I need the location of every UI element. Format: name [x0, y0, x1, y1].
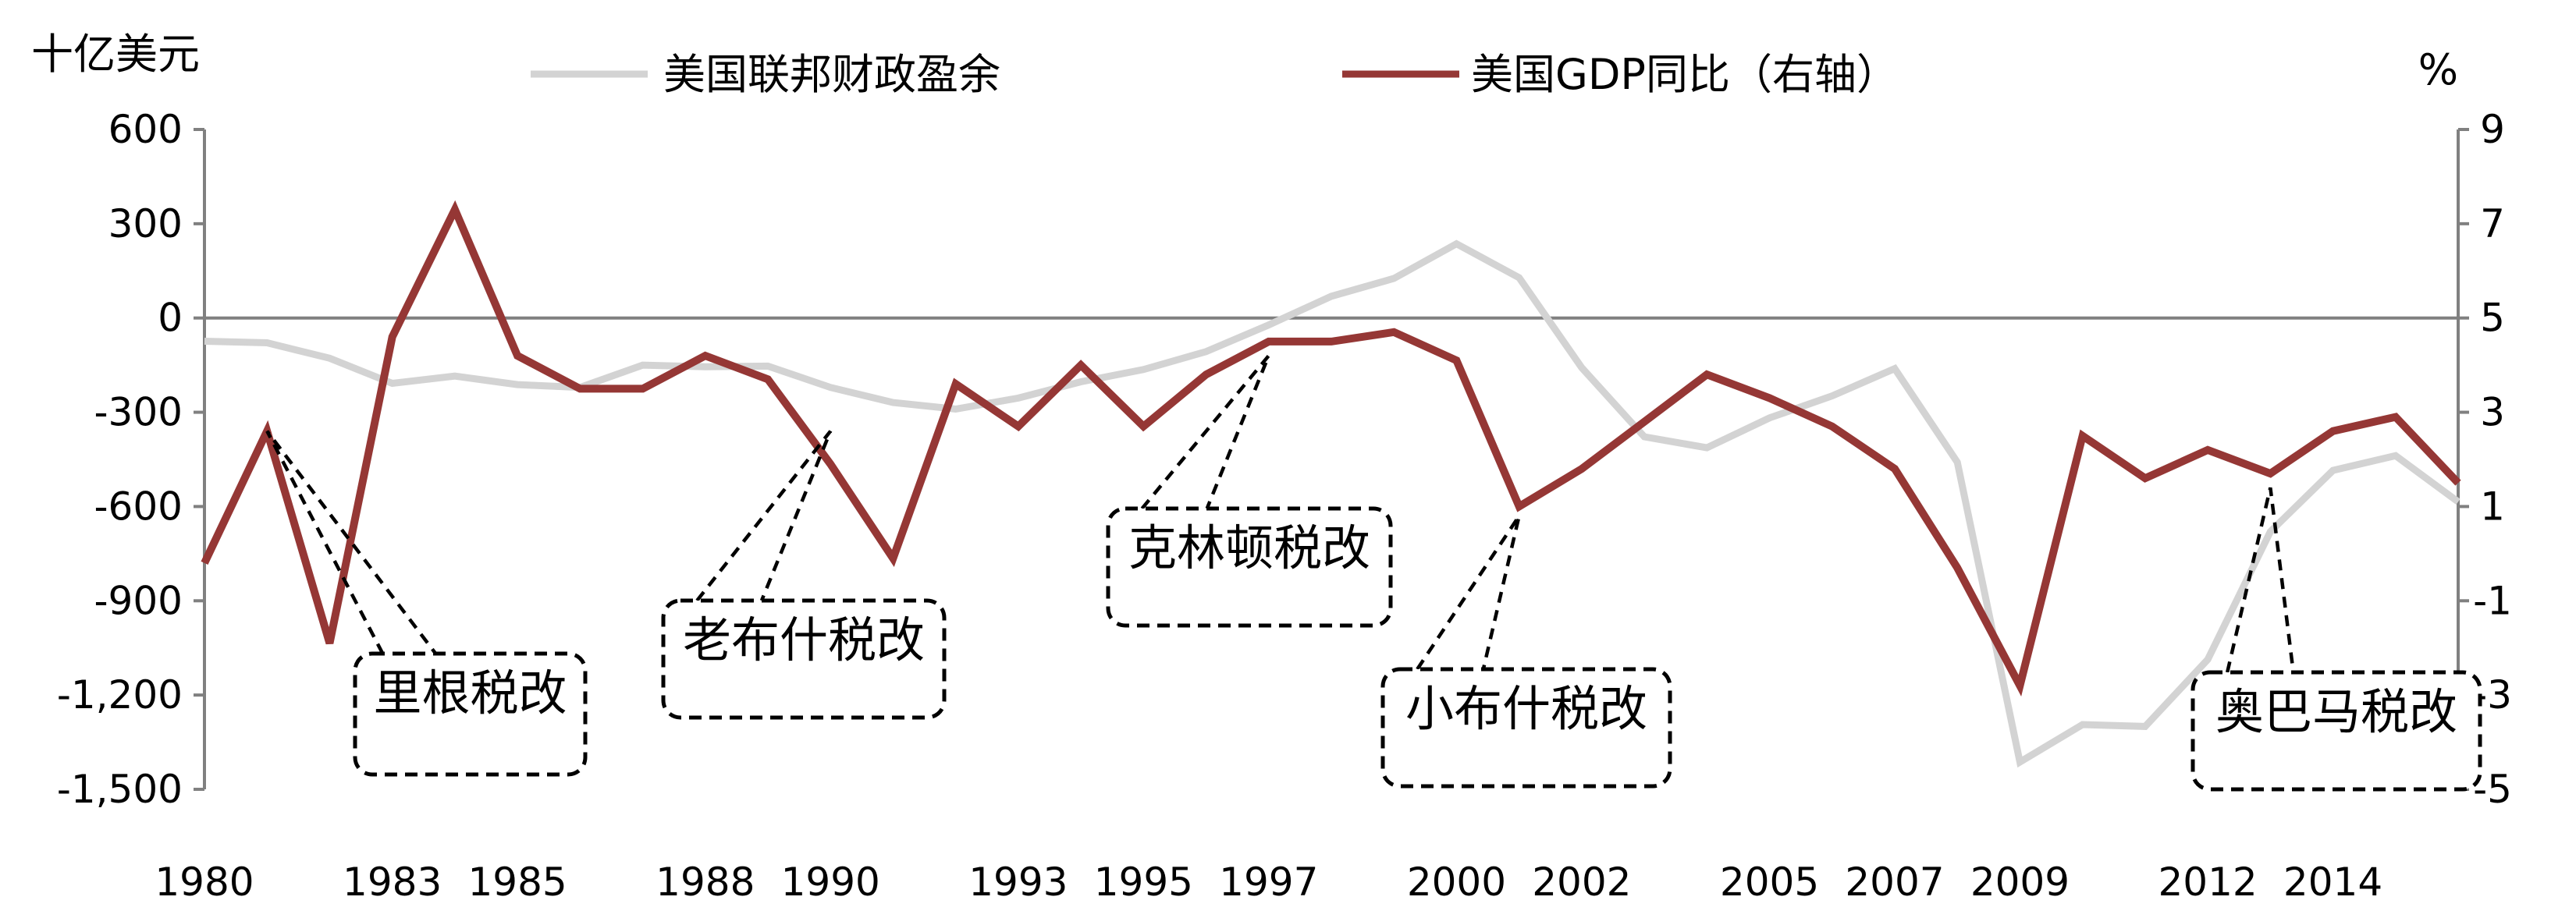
left-tick-label: -300: [94, 390, 183, 435]
annotation-callout: 奥巴马税改: [2190, 487, 2482, 792]
x-tick-label: 1983: [343, 860, 442, 905]
x-tick-label: 2014: [2283, 860, 2382, 905]
annotation-label: 克林顿税改: [1128, 519, 1370, 576]
annotation-box: [1106, 506, 1393, 628]
x-tick-label: 2000: [1407, 860, 1506, 905]
right-tick-label: 9: [2480, 107, 2505, 152]
x-tick-label: 1985: [467, 860, 567, 905]
annotation-callout: 老布什税改: [661, 430, 947, 720]
right-tick-label: 7: [2480, 201, 2505, 246]
x-tick-label: 1993: [968, 860, 1068, 905]
annotation-pointer: [1416, 515, 1521, 671]
right-tick-label: 3: [2480, 390, 2505, 435]
legend-label-surplus: 美国联邦财政盈余: [663, 50, 1000, 99]
x-tick-label: 2002: [1532, 860, 1631, 905]
annotation-box: [2190, 670, 2482, 792]
x-tick-label: 2007: [1845, 860, 1944, 905]
x-tick-label: 2012: [2158, 860, 2257, 905]
right-axis-unit: %: [2418, 45, 2458, 94]
x-tick-label: 2005: [1720, 860, 1819, 905]
annotation-pointer: [2225, 487, 2296, 673]
legend: 美国联邦财政盈余 美国GDP同比（右轴）: [531, 50, 1899, 99]
x-tick-label: 1980: [155, 860, 254, 905]
annotation-pointer: [695, 430, 833, 602]
annotation-label: 奥巴马税改: [2215, 683, 2457, 740]
left-tick-label: -1,500: [57, 767, 183, 812]
annotation-callout: 小布什税改: [1380, 515, 1672, 789]
legend-label-gdp: 美国GDP同比（右轴）: [1471, 50, 1899, 99]
left-tick-label: 300: [108, 201, 183, 246]
plot-area: 6003000-300-600-900-1,200-1,50097531-1-3…: [57, 107, 2512, 905]
x-tick-label: 1997: [1219, 860, 1318, 905]
right-tick-label: 1: [2480, 484, 2505, 529]
left-tick-label: 600: [108, 107, 183, 152]
x-tick-label: 1995: [1094, 860, 1193, 905]
left-tick-label: -600: [94, 484, 183, 529]
x-tick-label: 1990: [781, 860, 880, 905]
annotation-pointer: [265, 430, 438, 655]
annotation-label: 里根税改: [373, 665, 567, 721]
left-axis-unit: 十亿美元: [31, 30, 200, 79]
left-tick-label: 0: [158, 296, 183, 341]
left-tick-label: -1,200: [57, 672, 183, 718]
right-tick-label: -1: [2473, 578, 2512, 623]
right-tick-label: 5: [2480, 296, 2505, 341]
annotation-box: [661, 598, 947, 720]
annotation-label: 小布什税改: [1405, 680, 1647, 737]
series-line-gdp: [201, 200, 2461, 696]
annotation-callout: 克林顿税改: [1106, 354, 1393, 628]
annotation-box: [353, 651, 588, 777]
annotation-callout: 里根税改: [265, 430, 588, 777]
x-tick-label: 1988: [656, 860, 755, 905]
annotation-label: 老布什税改: [683, 611, 925, 668]
annotation-pointer: [1140, 354, 1270, 510]
left-tick-label: -900: [94, 578, 183, 623]
x-tick-label: 2009: [1970, 860, 2070, 905]
annotation-box: [1380, 667, 1672, 789]
